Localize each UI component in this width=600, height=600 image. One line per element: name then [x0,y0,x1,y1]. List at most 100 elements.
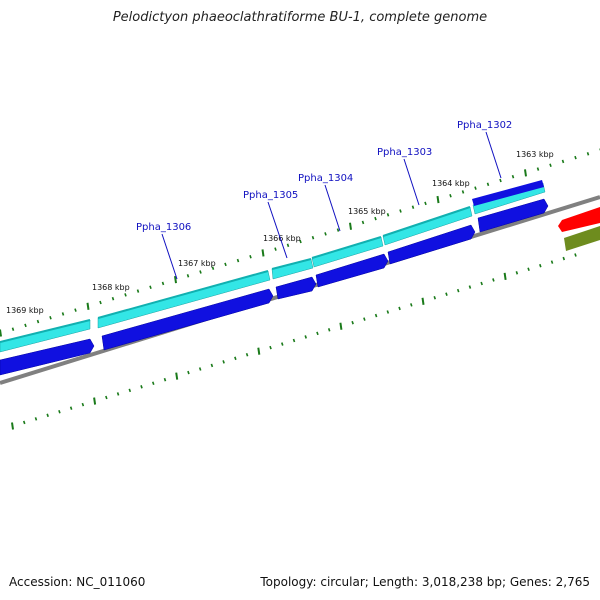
minor-tick [46,413,49,418]
page-title: Pelodictyon phaeoclathratiforme BU-1, co… [112,10,488,25]
minor-tick [22,420,26,425]
major-tick [0,329,2,337]
gene-label-ppha-1302[interactable]: Ppha_1302 [457,120,512,131]
major-tick [93,397,97,405]
minor-tick [186,274,190,278]
minor-tick [474,186,477,190]
minor-tick [561,159,565,164]
minor-tick [34,417,38,421]
minor-tick [374,313,378,318]
minor-tick [124,293,127,297]
minor-tick [199,270,202,274]
cds-arrow[interactable] [101,288,274,351]
cds-arrow[interactable] [275,276,317,300]
minor-tick [222,360,225,364]
minor-tick [492,278,495,282]
cds-arrow[interactable] [387,224,476,265]
minor-tick [468,285,472,289]
major-tick [436,195,440,204]
gene-label-ppha-1303[interactable]: Ppha_1303 [377,147,432,158]
cds-track-upper [0,182,546,353]
minor-tick [249,254,252,259]
minor-tick [58,409,61,414]
minor-tick [586,152,590,156]
gene-label-ppha-1304[interactable]: Ppha_1304 [298,173,353,184]
kbp-label: 1369 kbp [6,306,44,315]
minor-tick [536,167,540,171]
gene-label-ppha-1306[interactable]: Ppha_1306 [136,222,191,233]
kbp-label: 1367 kbp [178,259,216,268]
minor-tick [49,315,52,320]
cds-bar[interactable] [271,258,314,280]
minor-tick [111,296,115,301]
inner-tick-ring [11,253,577,430]
cds-arrow[interactable] [0,338,95,376]
minor-tick [136,289,140,293]
minor-tick [149,285,152,290]
minor-tick [311,235,315,240]
feature-red[interactable] [558,207,600,232]
major-tick [524,169,527,177]
minor-tick [116,392,120,396]
minor-tick [292,338,296,343]
major-tick [261,249,265,257]
kbp-labels: 1369 kbp 1368 kbp 1367 kbp 1366 kbp 1365… [6,150,554,315]
minor-tick [211,266,215,270]
minor-tick [445,292,448,296]
cds-track-lower [0,198,549,376]
minor-tick [424,201,427,206]
minor-tick [128,388,132,393]
minor-tick [11,327,15,331]
feature-olive[interactable] [564,226,600,251]
minor-tick [486,182,490,187]
minor-tick [539,263,542,268]
gene-label-ppha-1305[interactable]: Ppha_1305 [243,190,298,201]
minor-tick [163,377,167,382]
minor-tick [456,288,460,293]
minor-tick [151,381,155,386]
minor-tick [327,328,331,332]
minor-tick [336,228,340,232]
minor-tick [105,395,108,400]
minor-tick [99,300,102,305]
minor-tick [61,312,65,316]
major-tick [421,297,425,305]
minor-tick [386,310,390,314]
minor-tick [245,352,249,357]
accession-label: Accession: NC_011060 [9,575,146,589]
minor-tick [411,205,415,209]
minor-tick [36,319,40,324]
minor-tick [24,323,27,328]
minor-tick [187,370,190,375]
minor-tick [461,190,465,194]
cds-arrow[interactable] [477,198,549,233]
minor-tick [363,317,366,321]
minor-tick [234,356,237,361]
cds-arrow[interactable] [315,253,389,288]
outer-tick-ring [0,148,600,337]
minor-tick [374,216,377,221]
kbp-label: 1363 kbp [516,150,554,159]
cds-track-upper-edge [0,206,471,343]
kbp-label: 1365 kbp [348,207,386,216]
minor-tick [236,258,240,263]
minor-tick [69,406,73,410]
cds-bar-dark[interactable] [472,180,544,206]
minor-tick [269,345,272,350]
major-tick [257,347,261,355]
minor-tick [410,303,413,307]
kbp-label: 1364 kbp [432,179,470,188]
minor-tick [74,308,77,312]
minor-tick [140,385,143,389]
minor-tick [574,155,577,160]
minor-tick [549,163,552,168]
minor-tick [550,260,554,264]
minor-tick [511,174,515,179]
minor-tick [286,243,290,248]
major-tick [503,272,507,281]
minor-tick [210,363,214,368]
minor-tick [480,281,483,286]
kbp-label: 1368 kbp [92,283,130,292]
minor-tick [398,306,401,311]
